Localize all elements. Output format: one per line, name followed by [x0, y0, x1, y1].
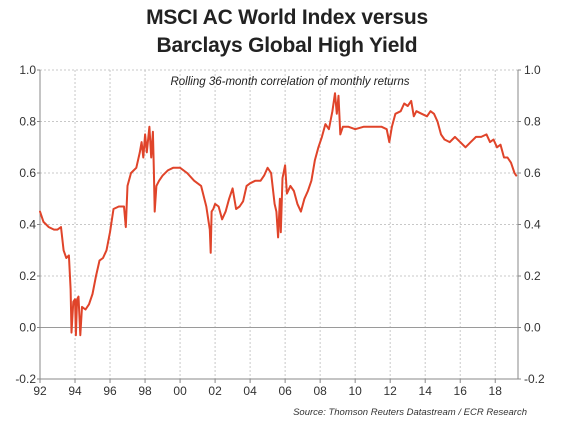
- x-tick-label: 00: [173, 384, 187, 398]
- y-axis-left-labels: -0.2 0.0 0.2 0.4 0.6 0.8 1.0: [15, 63, 36, 386]
- y-tick-label-left: 0.2: [19, 269, 36, 283]
- y-tick-label-right: 0.4: [524, 218, 541, 232]
- x-axis-labels: 92 94 96 98 00 02 04 06 08 10 12 14 16 18: [33, 384, 502, 398]
- y-tick-label-right: -0.2: [524, 372, 545, 386]
- x-tick-label: 96: [103, 384, 117, 398]
- x-tick-label: 12: [384, 384, 398, 398]
- series-layer: [39, 92, 518, 337]
- y-tick-label-right: 0.6: [524, 166, 541, 180]
- y-tick-label-left: 0.0: [19, 321, 36, 335]
- x-tick-label: 02: [208, 384, 222, 398]
- y-axis-right-labels: -0.2 0.0 0.2 0.4 0.6 0.8 1.0: [524, 63, 545, 386]
- source-note: Source: Thomson Reuters Datastream / ECR…: [293, 407, 527, 418]
- y-tick-label-right: 1.0: [524, 63, 541, 77]
- y-tick-label-left: 0.6: [19, 166, 36, 180]
- x-tick-label: 92: [33, 384, 47, 398]
- x-tick-label: 18: [489, 384, 503, 398]
- x-tick-label: 08: [313, 384, 327, 398]
- y-tick-label-left: 1.0: [19, 63, 36, 77]
- x-tick-label: 16: [454, 384, 468, 398]
- x-tick-label: 10: [348, 384, 362, 398]
- axes: [37, 69, 521, 383]
- x-tick-label: 94: [68, 384, 82, 398]
- y-tick-label-left: 0.4: [19, 218, 36, 232]
- chart-subtitle: Rolling 36-month correlation of monthly …: [170, 76, 409, 88]
- y-tick-label-right: 0.2: [524, 269, 541, 283]
- series-line: [39, 92, 518, 337]
- x-tick-label: 06: [278, 384, 292, 398]
- chart-title-line-2: Barclays Global High Yield: [156, 34, 418, 57]
- y-tick-label-left: -0.2: [15, 372, 36, 386]
- y-tick-label-right: 0.8: [524, 115, 541, 129]
- x-tick-label: 14: [419, 384, 433, 398]
- x-tick-label: 04: [243, 384, 257, 398]
- y-tick-label-right: 0.0: [524, 321, 541, 335]
- y-tick-label-left: 0.8: [19, 115, 36, 129]
- x-tick-label: 98: [138, 384, 152, 398]
- chart-title-line-1: MSCI AC World Index versus: [146, 6, 428, 29]
